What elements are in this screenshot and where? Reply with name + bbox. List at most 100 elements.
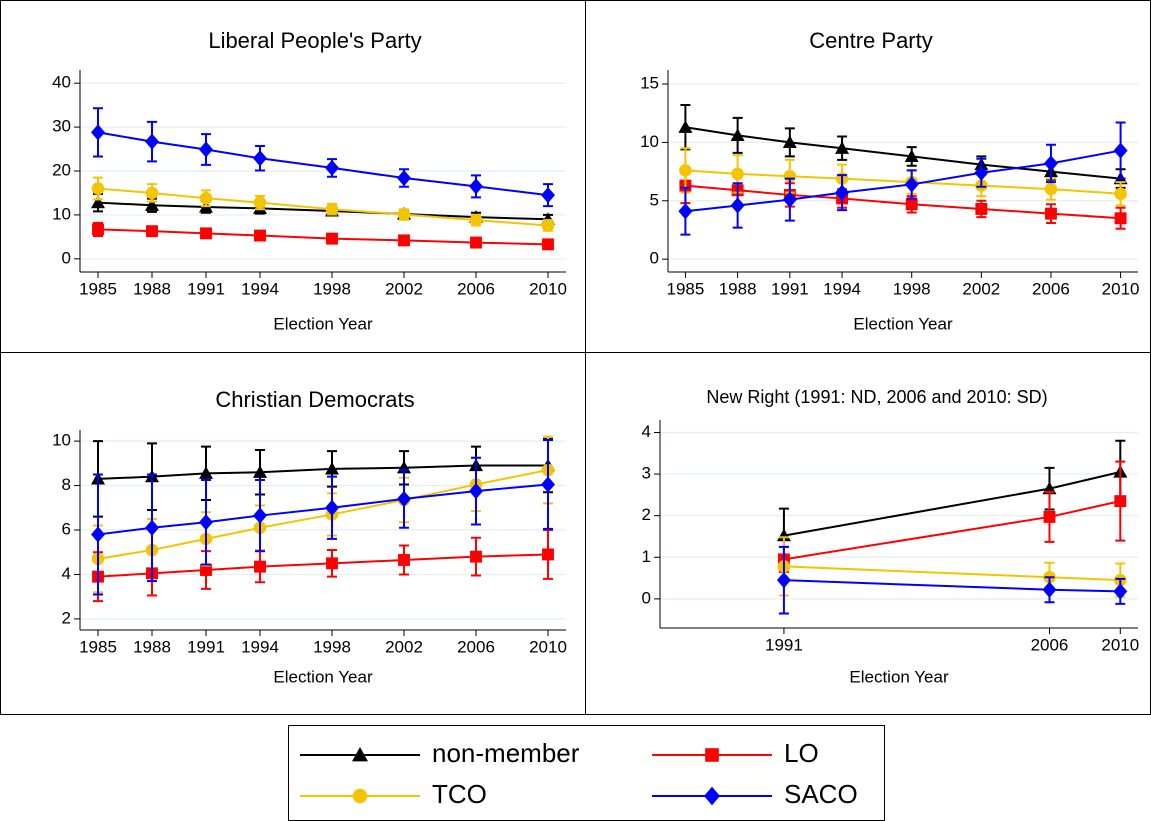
- y-tick-label: 10: [52, 204, 71, 223]
- marker: [974, 164, 989, 181]
- marker: [91, 195, 105, 209]
- marker: [679, 164, 692, 177]
- marker: [325, 499, 339, 516]
- x-tick-label: 1998: [893, 279, 931, 298]
- x-tick-label: 1988: [133, 279, 171, 298]
- marker: [92, 223, 104, 236]
- legend-label: TCO: [432, 779, 487, 809]
- marker: [782, 191, 797, 208]
- marker: [325, 159, 339, 176]
- marker: [1043, 510, 1056, 523]
- marker: [542, 548, 554, 561]
- y-tick-label: 1: [642, 547, 651, 566]
- marker: [91, 124, 105, 141]
- x-tick-label: 2002: [962, 279, 1000, 298]
- y-tick-label: 20: [52, 160, 71, 179]
- series-line: [97, 469, 549, 560]
- marker: [1114, 212, 1127, 225]
- series-line: [685, 126, 1121, 180]
- marker: [326, 232, 338, 245]
- y-tick-label: 15: [640, 73, 659, 92]
- panel-frame: [0, 0, 586, 353]
- marker: [541, 219, 555, 232]
- y-tick-label: 4: [642, 422, 651, 441]
- marker: [145, 198, 159, 211]
- x-axis-label: Election Year: [273, 667, 373, 686]
- marker: [199, 514, 213, 531]
- chart-title: Christian Democrats: [215, 387, 414, 412]
- series-line: [685, 169, 1121, 195]
- marker: [199, 466, 213, 479]
- x-tick-label: 2006: [1031, 635, 1069, 654]
- marker: [253, 196, 267, 209]
- marker: [397, 208, 411, 221]
- y-tick-label: 30: [52, 117, 71, 136]
- series-line: [783, 500, 1121, 561]
- x-tick-label: 2002: [385, 637, 423, 656]
- y-tick-label: 2: [62, 608, 71, 627]
- marker: [731, 167, 744, 181]
- marker: [326, 557, 338, 570]
- marker: [541, 476, 555, 493]
- marker: [91, 182, 105, 195]
- series-line: [97, 464, 548, 480]
- x-tick-label: 1991: [765, 635, 803, 654]
- x-tick-label: 1994: [823, 279, 861, 298]
- x-axis-label: Election Year: [849, 667, 949, 686]
- y-tick-label: 8: [62, 475, 71, 494]
- series-line: [97, 201, 549, 221]
- marker: [253, 465, 267, 478]
- x-tick-label: 1985: [666, 279, 704, 298]
- series-line: [97, 228, 549, 246]
- y-tick-label: 5: [650, 190, 659, 209]
- marker: [145, 186, 159, 200]
- marker: [469, 178, 483, 195]
- x-tick-label: 2006: [457, 637, 495, 656]
- marker: [904, 176, 919, 193]
- marker: [254, 560, 266, 573]
- marker: [1113, 583, 1128, 600]
- marker: [975, 202, 988, 215]
- marker: [1114, 187, 1127, 201]
- y-tick-label: 0: [642, 588, 651, 607]
- marker: [253, 507, 267, 524]
- series-line: [685, 149, 1121, 213]
- x-tick-label: 1985: [79, 279, 117, 298]
- series-line: [783, 471, 1121, 537]
- marker: [470, 550, 482, 563]
- marker: [199, 141, 213, 158]
- x-tick-label: 1991: [187, 637, 225, 656]
- y-tick-label: 10: [52, 431, 71, 450]
- marker: [398, 234, 410, 247]
- y-tick-label: 0: [62, 248, 71, 267]
- marker: [835, 184, 850, 201]
- marker: [470, 236, 482, 249]
- marker: [904, 149, 919, 163]
- legend-label: SACO: [784, 779, 858, 809]
- x-tick-label: 1991: [771, 279, 809, 298]
- y-tick-label: 6: [62, 519, 71, 538]
- marker: [782, 135, 797, 148]
- marker: [253, 150, 267, 167]
- marker: [145, 519, 159, 536]
- x-tick-label: 1994: [241, 637, 279, 656]
- y-tick-label: 3: [642, 464, 651, 483]
- x-tick-label: 1994: [241, 279, 279, 298]
- y-tick-label: 0: [650, 249, 659, 268]
- chart-title: Centre Party: [809, 28, 933, 53]
- x-tick-label: 2006: [1032, 279, 1070, 298]
- panel-frame: [585, 352, 1151, 715]
- marker: [352, 747, 368, 762]
- marker: [1043, 155, 1058, 172]
- x-tick-label: 1998: [313, 637, 351, 656]
- x-tick-label: 1988: [133, 637, 171, 656]
- marker: [397, 490, 411, 507]
- marker: [199, 191, 213, 205]
- marker: [145, 133, 159, 150]
- x-tick-label: 1998: [313, 279, 351, 298]
- series-line: [783, 565, 1121, 582]
- marker: [200, 227, 212, 240]
- marker: [1042, 581, 1057, 598]
- x-tick-label: 2002: [385, 279, 423, 298]
